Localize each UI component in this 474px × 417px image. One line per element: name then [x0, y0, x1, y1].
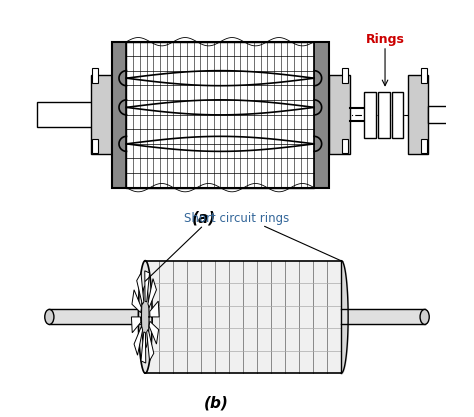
- Bar: [421, 68, 427, 83]
- Bar: [421, 139, 427, 153]
- Polygon shape: [132, 290, 141, 313]
- Polygon shape: [137, 273, 144, 304]
- Bar: [342, 139, 348, 153]
- Polygon shape: [131, 317, 141, 333]
- Bar: [364, 92, 376, 138]
- Bar: [112, 42, 329, 188]
- Bar: [92, 139, 98, 153]
- Polygon shape: [134, 326, 143, 355]
- Text: (b): (b): [204, 396, 228, 411]
- Bar: [37, 102, 100, 127]
- Bar: [428, 106, 474, 123]
- Bar: [112, 42, 127, 188]
- Ellipse shape: [45, 309, 54, 324]
- Polygon shape: [145, 271, 149, 302]
- Polygon shape: [145, 261, 341, 373]
- Bar: [329, 75, 350, 154]
- Polygon shape: [148, 279, 156, 308]
- Text: (a): (a): [191, 210, 216, 225]
- Bar: [91, 75, 112, 154]
- Ellipse shape: [420, 309, 429, 324]
- Bar: [378, 92, 390, 138]
- Bar: [92, 68, 98, 83]
- Polygon shape: [150, 301, 159, 317]
- Polygon shape: [141, 286, 149, 348]
- Bar: [314, 42, 329, 188]
- Text: Short circuit rings: Short circuit rings: [184, 212, 290, 225]
- Bar: [392, 92, 403, 138]
- Polygon shape: [138, 261, 152, 373]
- Bar: [127, 42, 314, 188]
- Polygon shape: [149, 321, 159, 344]
- Polygon shape: [141, 332, 146, 363]
- Bar: [342, 68, 348, 83]
- Polygon shape: [147, 329, 154, 361]
- Text: Rings: Rings: [365, 33, 404, 46]
- Bar: [408, 75, 428, 154]
